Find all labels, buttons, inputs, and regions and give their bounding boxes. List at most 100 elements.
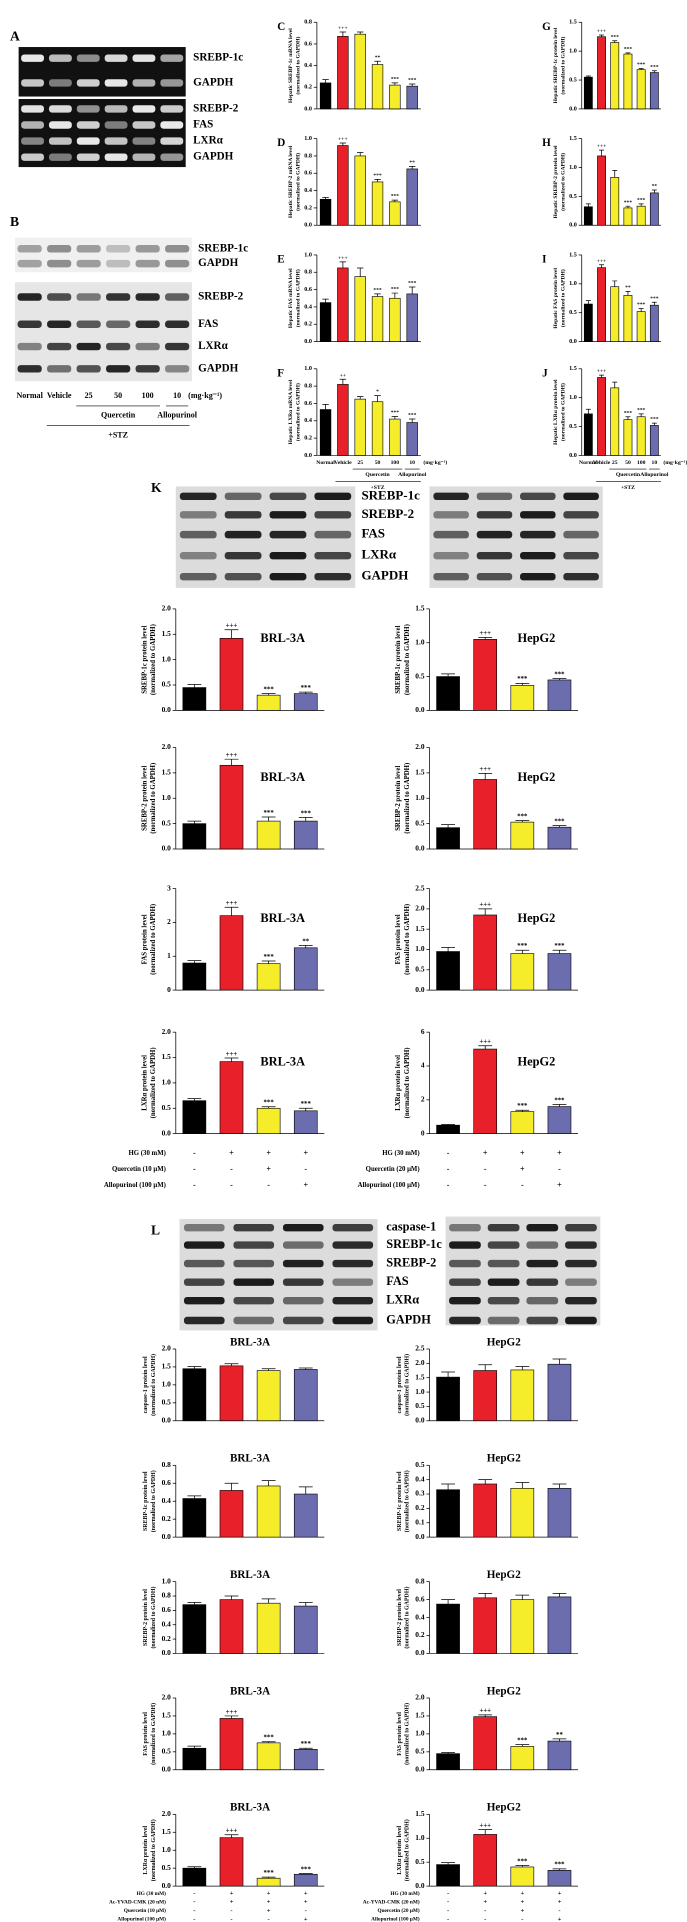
blot-label: FAS [386, 1274, 409, 1288]
bar [547, 826, 572, 850]
bar [182, 1100, 207, 1134]
y-axis-label: (normalized to GAPDH) [150, 1470, 157, 1532]
bar [182, 1604, 207, 1654]
y-tick-label: 0.4 [304, 62, 312, 69]
treatment-sign: - [447, 1916, 449, 1922]
blot [14, 282, 192, 382]
bar [182, 962, 207, 991]
bar [256, 1602, 281, 1654]
y-tick-label: 1.0 [569, 48, 577, 55]
y-axis-label: (normalized to GAPDH) [150, 1819, 157, 1881]
error-bar [298, 817, 313, 822]
error-bar [441, 1371, 455, 1378]
treatment-name: Allopurinol (100 μM) [371, 1916, 420, 1922]
error-bar [478, 1364, 493, 1371]
y-tick-label: 0 [421, 1128, 425, 1137]
panel-letter: J [542, 367, 548, 379]
treatment-sign: + [303, 1148, 308, 1157]
y-tick-label: 0.5 [162, 1398, 172, 1407]
significance: *** [650, 296, 659, 302]
blot-band [487, 1223, 520, 1232]
y-tick-label: 0.5 [569, 76, 577, 83]
bar [182, 823, 207, 850]
y-axis-label: FAS protein level [395, 914, 402, 964]
blot-band [565, 1241, 597, 1249]
y-tick-label: 0.6 [304, 170, 312, 177]
y-axis-label: (normalized to GAPDH) [295, 383, 302, 441]
y-axis-label: SREBP-2 protein level [143, 1589, 149, 1646]
y-axis-label: caspase-1 protein level [397, 1356, 403, 1413]
cell-line-label: HepG2 [518, 631, 556, 645]
error-bar [478, 1714, 493, 1717]
significance: *** [637, 407, 646, 413]
error-bar [224, 1595, 239, 1600]
panel-letter: C [277, 21, 285, 33]
y-tick-label: 1.5 [162, 1827, 172, 1836]
blot-band [132, 105, 156, 113]
y-tick-label: 1.5 [162, 629, 172, 638]
y-tick-label: 0.2 [304, 204, 312, 211]
bar [406, 168, 418, 226]
blot-band [135, 293, 160, 301]
blot-band [520, 551, 556, 560]
significance: +++ [479, 1822, 491, 1829]
y-tick-label: 2.0 [162, 1693, 172, 1702]
error-bar [515, 1865, 530, 1867]
y-tick-label: 0.5 [162, 1103, 172, 1112]
error-bar [552, 1868, 567, 1871]
blot-label: SREBP-2 [361, 506, 414, 521]
blot-label: LXRα [193, 135, 223, 147]
y-tick-label: 0.8 [304, 383, 312, 390]
bar [219, 1365, 244, 1422]
treatment-name: Quercetin (20 μM) [366, 1166, 420, 1173]
significance: *** [554, 1097, 565, 1104]
y-axis-label: FAS protein level [143, 1712, 149, 1756]
bar [182, 1498, 207, 1538]
blot-label: SREBP-1c [198, 242, 248, 254]
y-tick-label: 0.5 [415, 1460, 425, 1469]
y-tick-label: 2.0 [162, 1344, 172, 1353]
blot-band [76, 105, 100, 113]
blot-band [487, 1316, 520, 1325]
y-tick-label: 0.5 [569, 423, 577, 430]
significance: *** [624, 200, 633, 206]
y-tick-label: 0.8 [162, 1460, 172, 1469]
y-tick-label: 1.5 [415, 1809, 425, 1818]
blot-label: FAS [361, 526, 385, 541]
bar [219, 1599, 244, 1654]
bar [293, 1873, 318, 1887]
blot-band [520, 573, 556, 581]
y-axis-label: Hepatic FAS mRNA level [288, 268, 294, 328]
blot-band [314, 551, 352, 560]
bar [623, 53, 633, 110]
significance: ** [302, 938, 309, 945]
error-bar [261, 1598, 276, 1604]
y-tick-label: 1.0 [162, 1078, 172, 1087]
y-tick-label: 0.3 [415, 1489, 425, 1498]
error-bar [441, 1599, 455, 1605]
treatment-sign: + [304, 1890, 308, 1897]
bar [547, 1870, 572, 1887]
y-tick-label: 1.0 [162, 1576, 172, 1585]
cell-line-label: BRL-3A [230, 1569, 270, 1581]
y-axis-label: (normalized to GAPDH) [150, 1587, 157, 1649]
significance: *** [517, 1103, 528, 1110]
blot-band [449, 1223, 481, 1232]
bar [636, 416, 646, 456]
treatment-name: Quercetin (10 μM) [112, 1166, 166, 1173]
treatment-sign: - [447, 1164, 450, 1173]
blot-band [48, 137, 72, 145]
blot-band [233, 1297, 275, 1305]
error-bar [322, 298, 329, 303]
blot-band [520, 530, 556, 539]
bar [547, 953, 572, 991]
panel-letter: G [542, 21, 551, 33]
treatment-name: HG (30 mM) [382, 1150, 419, 1157]
bar [182, 1747, 207, 1771]
treatment-sign: + [304, 1899, 308, 1906]
bar [473, 639, 498, 711]
bar [256, 694, 281, 711]
y-tick-label: 0.0 [162, 1881, 172, 1890]
blot-band [224, 511, 262, 519]
y-tick-label: 0.0 [415, 705, 425, 714]
